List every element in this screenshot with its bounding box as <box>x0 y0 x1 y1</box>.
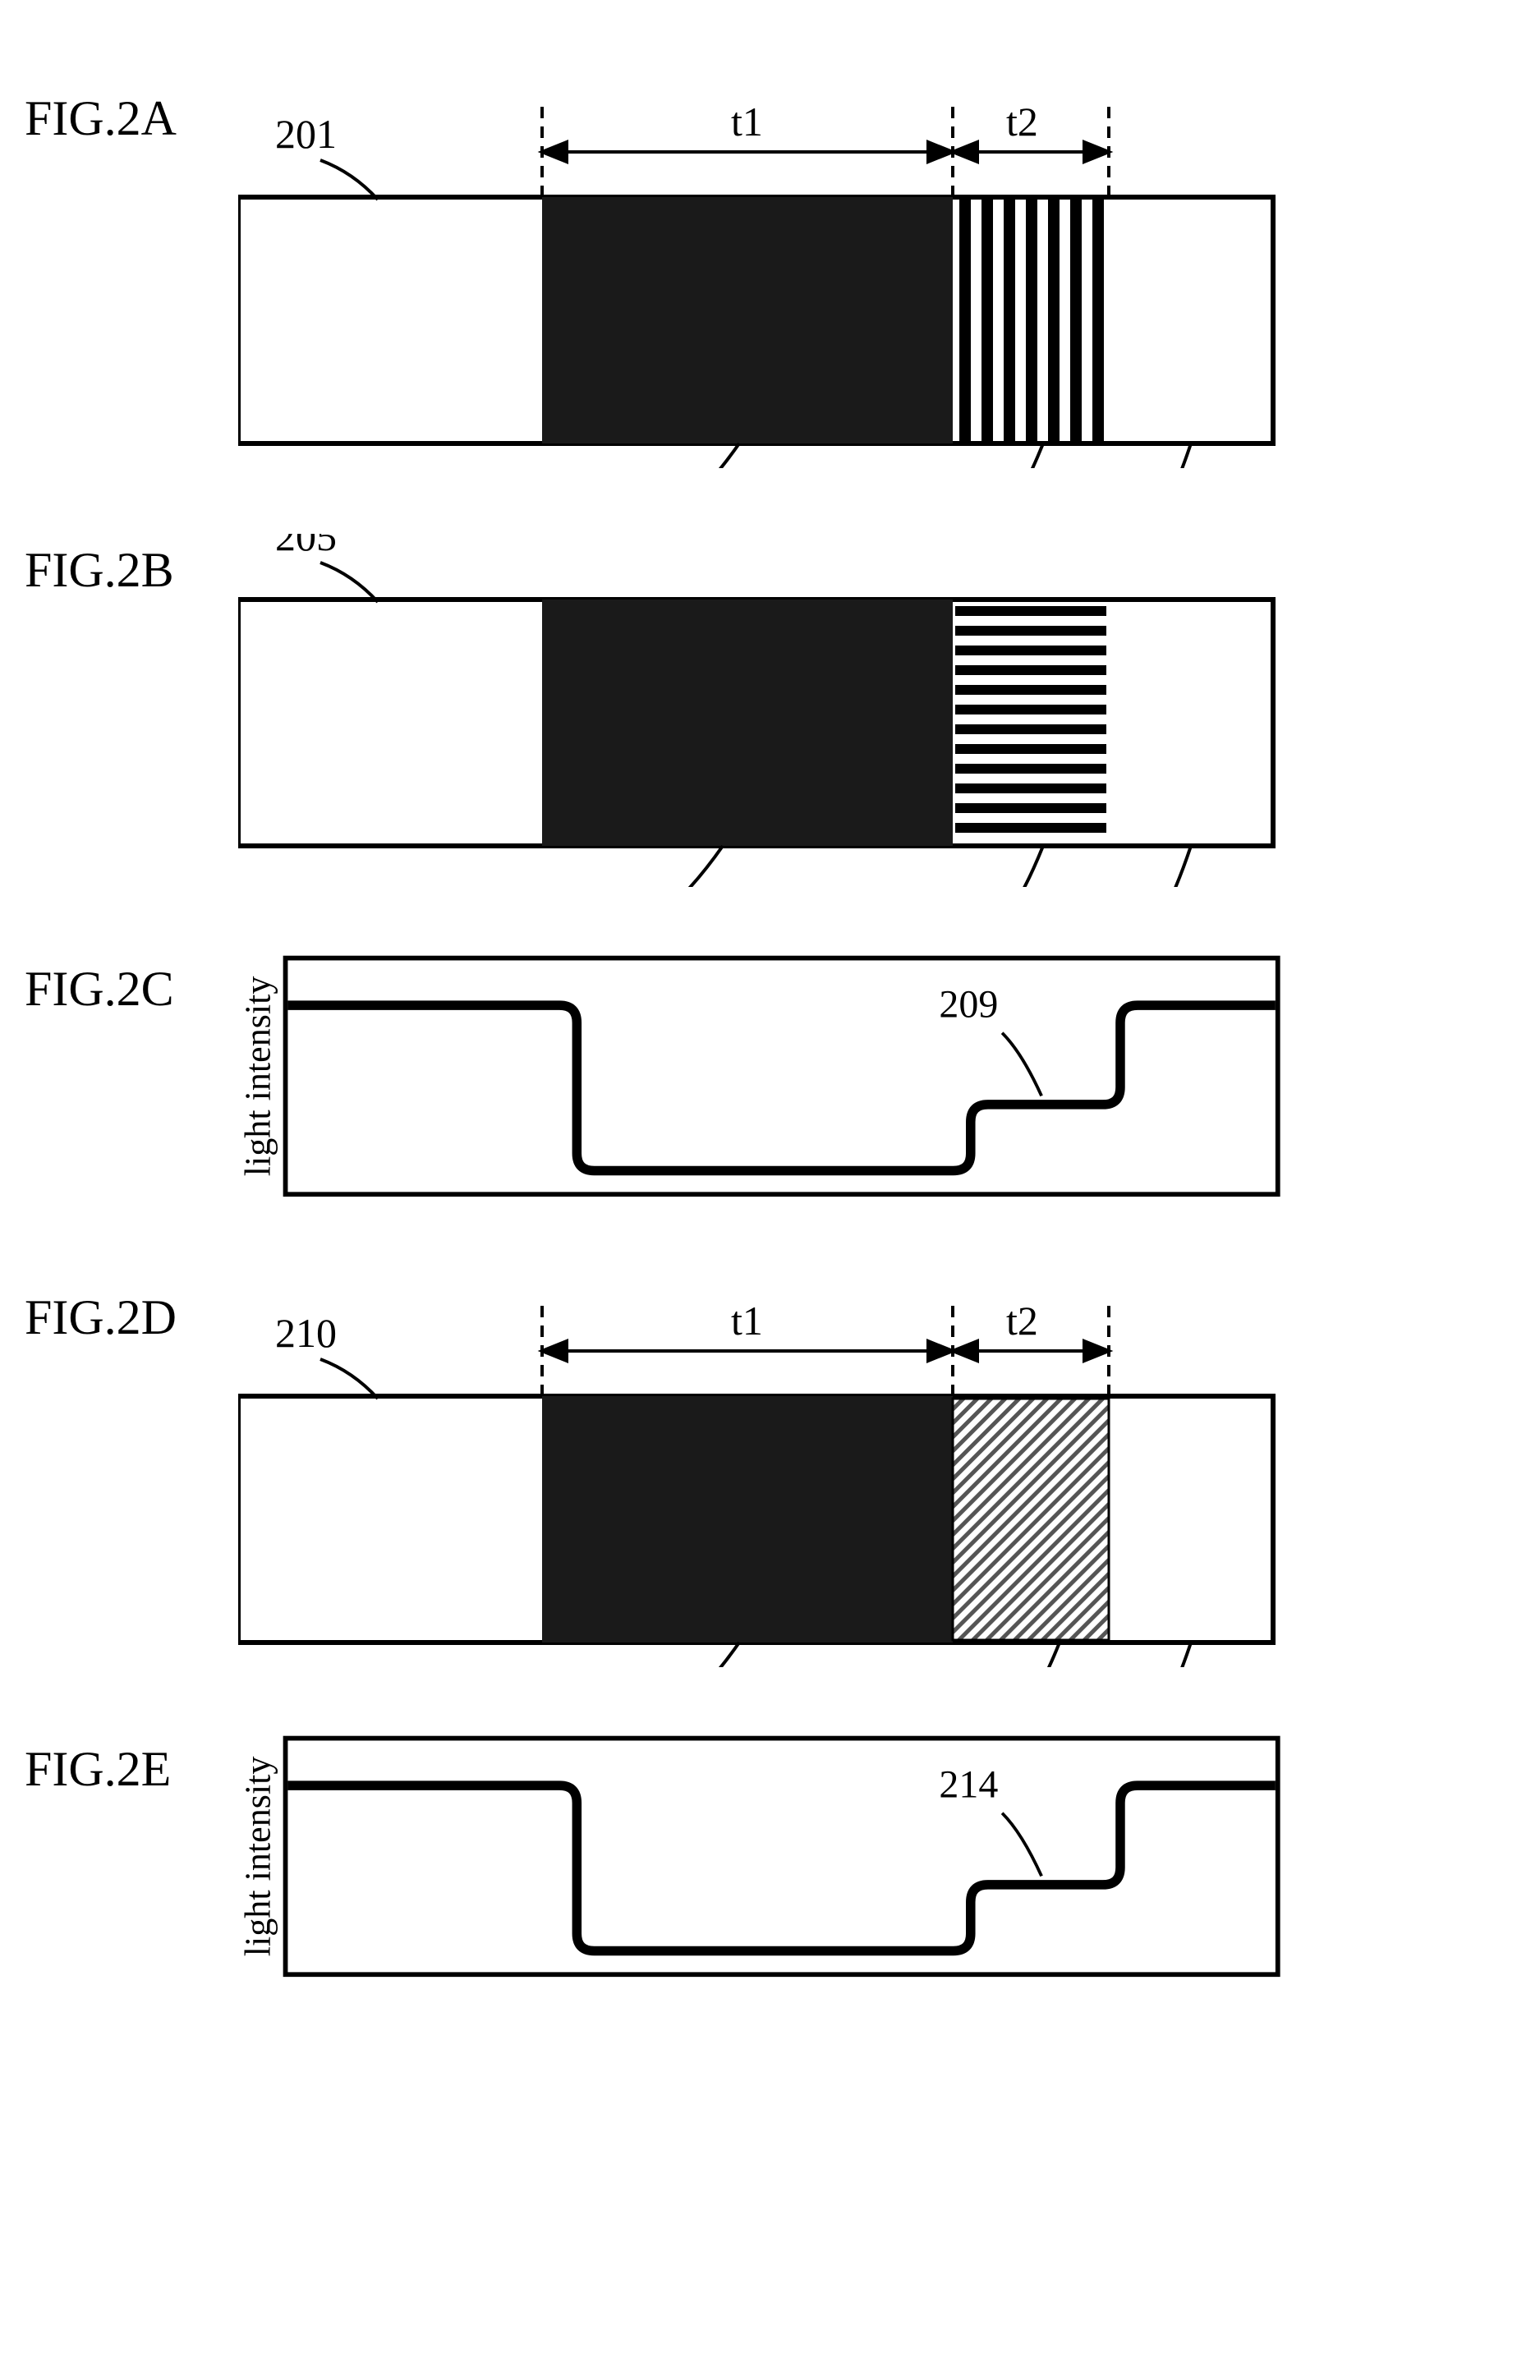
plot-frame-c <box>286 958 1278 1195</box>
opaque-region-d <box>542 1396 953 1643</box>
plot-frame-e <box>286 1739 1278 1975</box>
figure-2a: FIG.2A t1 t2 <box>25 82 1515 468</box>
lead-204 <box>1166 443 1191 468</box>
ylabel-e: light intensity <box>238 1757 278 1957</box>
lead-201 <box>320 160 378 200</box>
callout-214: 214 <box>939 1762 998 1806</box>
lead-203 <box>1010 443 1043 468</box>
fig-label-2a: FIG.2A <box>25 82 238 147</box>
fig-label-2e: FIG.2E <box>25 1733 238 1798</box>
lead-202 <box>682 443 739 468</box>
lead-212 <box>1027 1643 1060 1667</box>
panel-2a: t1 t2 201 202 <box>238 82 1515 468</box>
lead-210 <box>320 1359 378 1399</box>
lead-205 <box>320 563 378 602</box>
panel-2b: 205 206 207 208 <box>238 534 1515 887</box>
lead-208 <box>1166 846 1191 887</box>
callout-209: 209 <box>939 982 998 1026</box>
hatch-region-d <box>953 1399 1109 1640</box>
fig-label-2d: FIG.2D <box>25 1281 238 1346</box>
fig-label-2b: FIG.2B <box>25 534 238 599</box>
dim-t2-d: t2 <box>1006 1298 1038 1344</box>
opaque-region-b <box>542 600 953 846</box>
lead-207 <box>1010 846 1043 887</box>
callout-205: 205 <box>275 534 337 559</box>
panel-2d: t1 t2 210 211 212 213 <box>238 1281 1515 1667</box>
lead-213 <box>1166 1643 1191 1667</box>
callout-210: 210 <box>275 1310 337 1356</box>
dim-t1-a: t1 <box>731 99 763 145</box>
ylabel-c: light intensity <box>238 976 278 1177</box>
panel-2c: light intensity 209 <box>238 953 1515 1215</box>
dim-t1-d: t1 <box>731 1298 763 1344</box>
callout-201: 201 <box>275 111 337 157</box>
fig-label-2c: FIG.2C <box>25 953 238 1018</box>
panel-2e: light intensity 214 <box>238 1733 1515 1996</box>
figure-2b: FIG.2B <box>25 534 1515 887</box>
figure-2d: FIG.2D t1 t2 <box>25 1281 1515 1667</box>
figure-2c: FIG.2C light intensity 209 <box>25 953 1515 1215</box>
lead-206 <box>665 846 723 887</box>
opaque-region-a <box>542 197 953 443</box>
dim-t2-a: t2 <box>1006 99 1038 145</box>
lead-211 <box>682 1643 739 1667</box>
figure-2e: FIG.2E light intensity 214 <box>25 1733 1515 1996</box>
